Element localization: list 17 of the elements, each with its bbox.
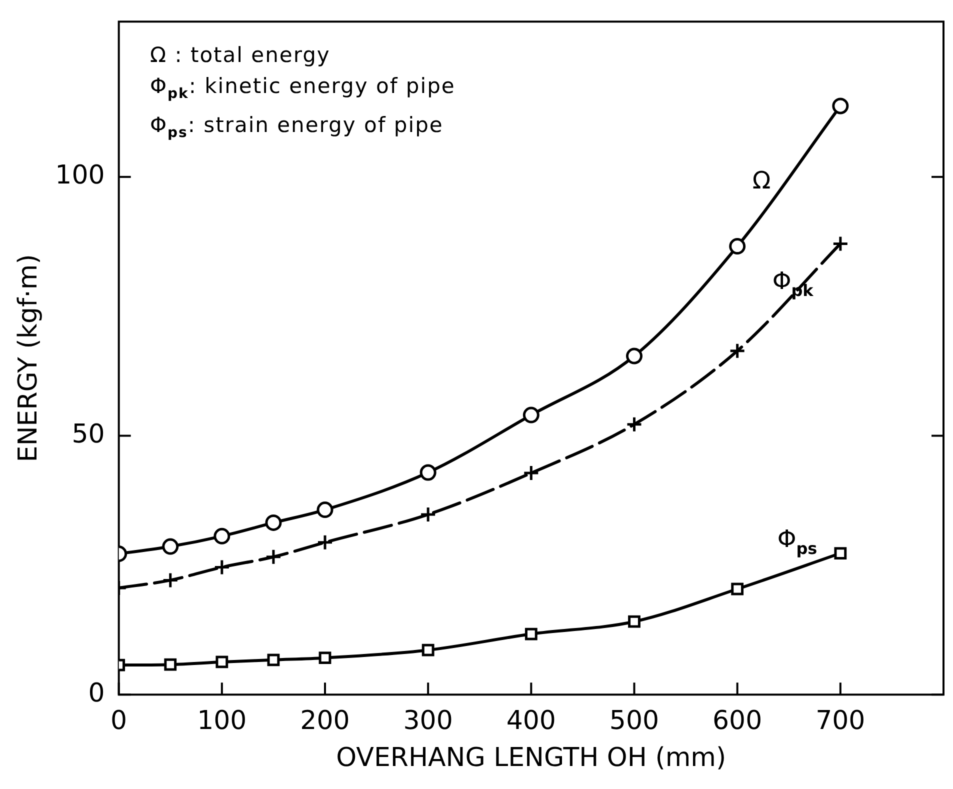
y-axis-title: ENERGY (kgf·m) — [13, 254, 44, 462]
x-tick-label: 700 — [816, 706, 866, 736]
y-tick-label: 50 — [72, 420, 105, 450]
y-tick-label: 100 — [55, 160, 105, 191]
x-tick-label: 500 — [609, 706, 660, 736]
annotation: Φ$_{ps}$: strain energy of pipe — [150, 112, 444, 144]
y-tick-label: 0 — [88, 678, 105, 708]
x-tick-label: 300 — [403, 706, 453, 736]
x-axis-title: OVERHANG LENGTH OH (mm) — [336, 743, 726, 774]
x-tick-label: 400 — [506, 706, 556, 736]
x-tick-label: 100 — [197, 706, 247, 736]
annotation: Φ$_{pk}$: kinetic energy of pipe — [150, 73, 456, 104]
annotation: Ω : total energy — [150, 42, 332, 69]
series-label: Ω — [752, 166, 771, 194]
x-tick-label: 0 — [110, 706, 128, 736]
x-tick-label: 600 — [712, 706, 762, 736]
x-tick-label: 200 — [300, 706, 350, 736]
